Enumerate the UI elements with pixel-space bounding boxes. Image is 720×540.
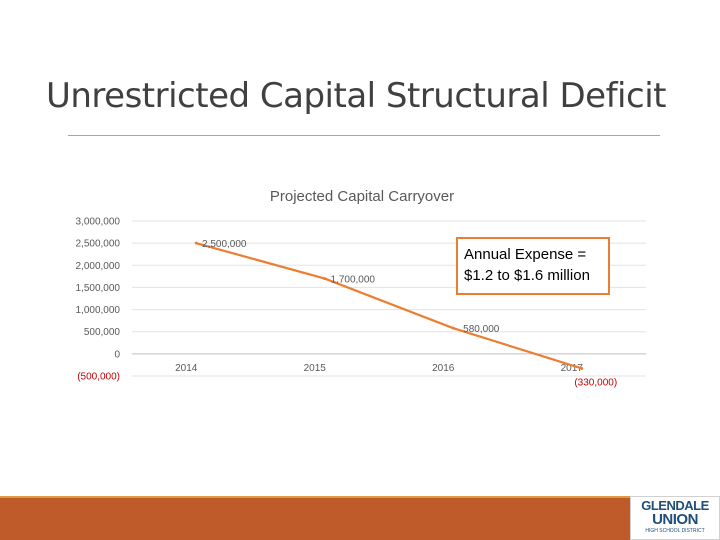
x-axis-ticks: 2014 2015 2016 2017 xyxy=(175,363,583,374)
y-tick-label: 0 xyxy=(114,349,120,360)
logo-text-district: HIGH SCHOOL DISTRICT xyxy=(645,528,705,534)
y-tick-label: 3,000,000 xyxy=(76,217,121,228)
callout-line-1: Annual Expense = xyxy=(464,246,587,263)
y-tick-label: (500,000) xyxy=(77,372,120,383)
logo-text-union: UNION xyxy=(652,511,698,528)
x-tick-label: 2017 xyxy=(561,363,584,374)
x-tick-label: 2016 xyxy=(432,363,455,374)
footer-accent-line xyxy=(0,496,720,498)
x-tick-label: 2014 xyxy=(175,363,198,374)
series-line xyxy=(195,242,583,370)
data-label: 580,000 xyxy=(463,324,500,335)
chart-title: Projected Capital Carryover xyxy=(270,188,454,205)
data-point xyxy=(194,241,198,245)
slide-title: Unrestricted Capital Structural Deficit xyxy=(46,76,666,116)
data-labels: 2,500,000 1,700,000 580,000 (330,000) xyxy=(202,239,617,388)
callout-line-2: $1.2 to $1.6 million xyxy=(464,267,590,284)
district-logo: GLENDALE UNION HIGH SCHOOL DISTRICT xyxy=(630,496,720,540)
data-point xyxy=(580,366,584,370)
data-label: 2,500,000 xyxy=(202,239,247,250)
data-label: (330,000) xyxy=(574,377,617,388)
data-point xyxy=(451,326,455,330)
data-point xyxy=(323,277,327,281)
footer-bar xyxy=(0,498,720,540)
annual-expense-callout: Annual Expense = $1.2 to $1.6 million xyxy=(456,237,610,295)
y-tick-label: 1,000,000 xyxy=(76,305,121,316)
y-tick-label: 2,000,000 xyxy=(76,261,121,272)
y-axis-ticks: 3,000,000 2,500,000 2,000,000 1,500,000 1,00… xyxy=(76,217,121,383)
data-label: 1,700,000 xyxy=(331,275,376,286)
y-tick-label: 2,500,000 xyxy=(76,239,121,250)
y-tick-label: 1,500,000 xyxy=(76,283,121,294)
title-divider xyxy=(68,135,660,136)
logo-text-glendale: GLENDALE xyxy=(641,498,709,513)
x-tick-label: 2015 xyxy=(304,363,327,374)
y-tick-label: 500,000 xyxy=(84,327,121,338)
series-line-group xyxy=(194,241,584,370)
